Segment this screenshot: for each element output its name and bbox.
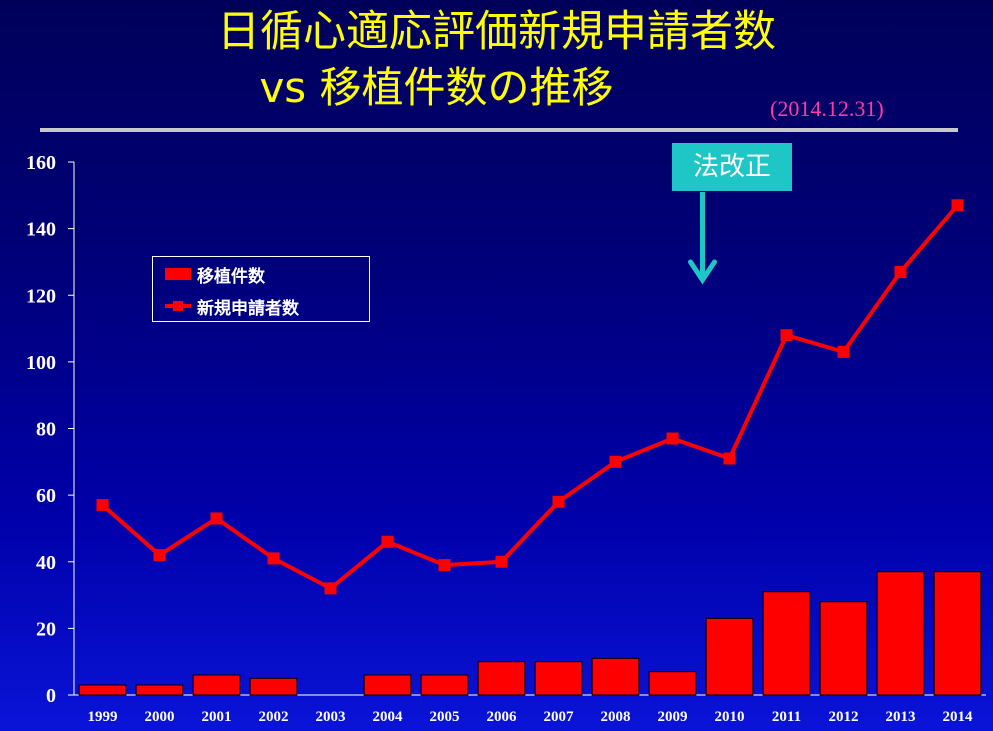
line-point [324,582,337,595]
x-tick-label: 2009 [658,709,688,725]
title-divider [40,128,958,132]
legend-line-label: 新規申請者数 [197,298,299,319]
bar [762,591,811,696]
y-tick-label: 100 [26,352,56,374]
legend-bar-swatch-icon [165,268,191,280]
x-tick-label: 2007 [544,709,575,725]
line-point [837,345,850,358]
bar [477,661,526,696]
line-point [96,499,109,512]
date-note: (2014.12.31) [770,96,884,121]
bar [591,657,640,696]
line-point [153,549,166,562]
x-tick-label: 2013 [886,709,916,725]
x-tick-label: 2003 [316,709,346,725]
legend: 移植件数 新規申請者数 [152,256,370,322]
x-tick-label: 2012 [829,709,859,725]
line-point [210,512,223,525]
y-tick-label: 0 [46,685,56,707]
y-tick-label: 20 [36,618,56,640]
line-point [495,555,508,568]
x-tick-label: 2014 [943,709,974,725]
series-line [101,204,960,591]
bar [876,571,925,696]
x-tick-label: 2008 [601,709,631,725]
y-tick-label: 160 [26,152,56,174]
legend-entry-bar: 移植件数 [165,263,265,287]
bar [249,677,298,696]
x-tick-label: 2004 [373,709,404,725]
chart-title-line2: vs 移植件数の推移 [259,63,614,112]
bar [648,671,697,696]
annotation-label: 法改正 [672,143,792,191]
line-point [381,535,394,548]
line-point [951,199,964,212]
legend-entry-line: 新規申請者数 [165,295,299,319]
x-tick-label: 2001 [202,709,232,725]
line-point [609,455,622,468]
bar [420,674,469,696]
line-point [723,452,736,465]
line-point [666,432,679,445]
legend-bar-label: 移植件数 [197,266,265,287]
x-tick-label: 2002 [259,709,289,725]
x-tick-label: 2010 [715,709,745,725]
x-tick-label: 1999 [88,709,118,725]
line-point [780,329,793,342]
line-point [267,552,280,565]
line-point [894,265,907,278]
bar [192,674,241,696]
y-tick-label: 120 [26,285,56,307]
line-point [438,559,451,572]
x-tick-label: 2011 [772,709,801,725]
y-tick-label: 80 [36,419,56,441]
bar [705,617,754,696]
line-point [552,495,565,508]
x-tick-label: 2006 [487,709,518,725]
bar [135,684,184,696]
legend-line-swatch-icon [165,299,191,313]
chart-title-line1: 日循心適応評価新規申請者数 [217,7,776,57]
x-tick-label: 2005 [430,709,460,725]
y-tick-label: 60 [36,485,56,507]
bar [933,571,982,696]
bar [363,674,412,696]
y-tick-label: 40 [36,552,56,574]
bar [78,684,127,696]
y-tick-label: 140 [26,219,56,241]
down-arrow-icon [688,259,717,285]
bar [819,601,868,696]
bar [534,661,583,696]
x-tick-label: 2000 [145,709,175,725]
